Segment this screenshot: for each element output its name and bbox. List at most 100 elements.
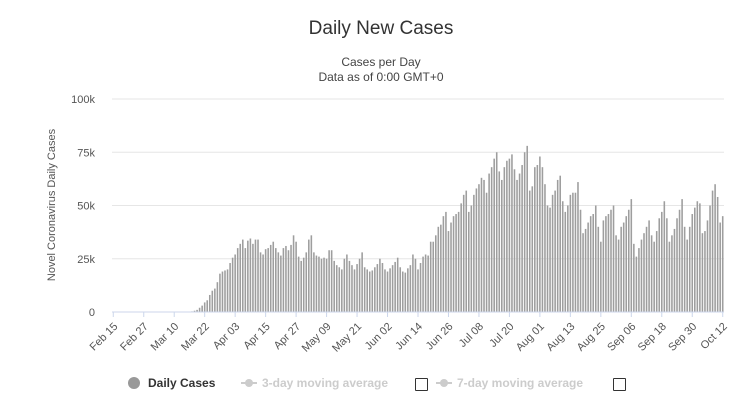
bar[interactable] [508, 158, 511, 312]
bar[interactable] [584, 228, 587, 312]
bar[interactable] [427, 255, 429, 312]
bar[interactable] [534, 167, 536, 312]
bar[interactable] [325, 258, 328, 312]
bar[interactable] [638, 248, 640, 312]
bar[interactable] [386, 271, 389, 312]
bar[interactable] [488, 173, 490, 312]
bar[interactable] [630, 199, 633, 312]
bar[interactable] [280, 255, 282, 312]
bar[interactable] [572, 192, 574, 312]
bar[interactable] [404, 272, 407, 312]
bar[interactable] [358, 258, 361, 312]
bar[interactable] [214, 288, 216, 312]
bar[interactable] [574, 192, 577, 312]
bar[interactable] [229, 263, 231, 312]
bar[interactable] [503, 167, 506, 312]
bar[interactable] [267, 248, 269, 312]
bar[interactable] [323, 257, 325, 312]
bar-series-daily-cases[interactable] [188, 145, 724, 313]
bar[interactable] [244, 248, 247, 312]
bar[interactable] [384, 269, 386, 312]
bar[interactable] [673, 228, 676, 312]
bar[interactable] [493, 158, 495, 312]
bar[interactable] [417, 269, 419, 312]
bar[interactable] [241, 239, 244, 312]
bar[interactable] [706, 220, 709, 312]
bar[interactable] [528, 190, 531, 312]
bar[interactable] [658, 218, 661, 312]
bar[interactable] [711, 190, 714, 312]
bar[interactable] [361, 252, 363, 312]
bar[interactable] [714, 184, 716, 312]
bar[interactable] [264, 249, 267, 312]
bar[interactable] [363, 267, 366, 312]
bar[interactable] [419, 263, 422, 312]
bar[interactable] [699, 203, 701, 312]
bar[interactable] [589, 216, 592, 312]
bar[interactable] [551, 194, 554, 312]
bar[interactable] [282, 248, 285, 312]
bar[interactable] [231, 257, 234, 312]
bar[interactable] [330, 250, 333, 312]
bar[interactable] [655, 231, 658, 312]
bar[interactable] [429, 241, 432, 312]
bar[interactable] [318, 256, 320, 312]
legend-item-7-day-average[interactable]: 7-day moving average [436, 376, 583, 390]
bar[interactable] [450, 222, 452, 312]
bar[interactable] [676, 218, 678, 312]
bar[interactable] [414, 258, 417, 312]
bar[interactable] [272, 241, 275, 312]
bar[interactable] [495, 152, 498, 312]
bar[interactable] [661, 211, 663, 312]
bar[interactable] [249, 238, 252, 312]
bar[interactable] [716, 196, 719, 312]
bar[interactable] [483, 179, 485, 312]
bar[interactable] [645, 226, 648, 312]
bar[interactable] [447, 231, 450, 312]
bar[interactable] [605, 216, 607, 312]
bar[interactable] [391, 265, 394, 312]
bar[interactable] [709, 205, 711, 313]
bar[interactable] [559, 175, 561, 312]
bar[interactable] [374, 267, 376, 312]
bar[interactable] [615, 235, 617, 312]
bar[interactable] [617, 239, 620, 312]
bar[interactable] [287, 250, 290, 312]
bar[interactable] [341, 269, 343, 312]
bar[interactable] [203, 302, 206, 312]
bar[interactable] [462, 194, 465, 312]
bar[interactable] [681, 199, 683, 312]
bar[interactable] [305, 252, 308, 312]
bar[interactable] [498, 171, 501, 312]
bar[interactable] [582, 233, 584, 312]
bar[interactable] [688, 226, 691, 312]
bar[interactable] [544, 184, 546, 312]
bar[interactable] [480, 177, 483, 312]
bar[interactable] [643, 233, 645, 312]
bar[interactable] [302, 257, 305, 312]
bar[interactable] [379, 258, 381, 312]
3-day-average-checkbox[interactable] [415, 378, 428, 391]
bar[interactable] [211, 290, 214, 312]
bar[interactable] [511, 154, 513, 312]
bar[interactable] [257, 239, 259, 312]
bar[interactable] [531, 186, 534, 312]
bar[interactable] [556, 179, 559, 312]
bar[interactable] [701, 233, 704, 312]
bar[interactable] [442, 216, 445, 312]
bar[interactable] [348, 260, 351, 312]
bar[interactable] [221, 271, 224, 312]
bar[interactable] [490, 167, 493, 312]
bar[interactable] [569, 194, 572, 312]
bar[interactable] [343, 258, 346, 312]
bar[interactable] [470, 205, 473, 313]
bar[interactable] [300, 260, 302, 312]
bar[interactable] [686, 239, 688, 312]
bar[interactable] [620, 226, 622, 312]
bar[interactable] [465, 190, 468, 312]
bar[interactable] [653, 241, 655, 312]
bar[interactable] [549, 207, 551, 312]
bar[interactable] [594, 205, 597, 313]
bar[interactable] [546, 205, 549, 313]
bar[interactable] [678, 209, 681, 312]
